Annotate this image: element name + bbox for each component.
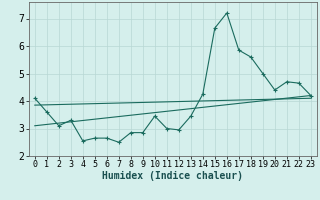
X-axis label: Humidex (Indice chaleur): Humidex (Indice chaleur) bbox=[102, 171, 243, 181]
